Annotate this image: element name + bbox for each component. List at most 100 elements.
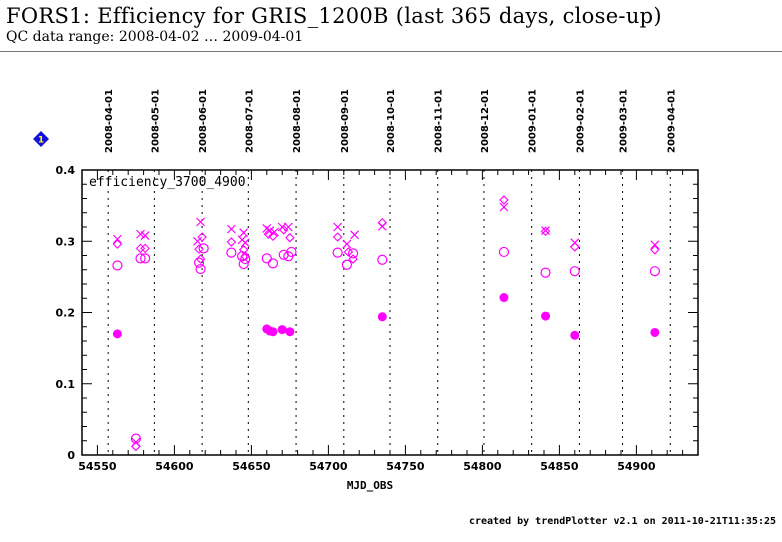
diamond-marker bbox=[278, 225, 289, 235]
diamond-marker bbox=[650, 245, 660, 255]
open-circle-marker bbox=[332, 247, 343, 258]
date-tick-label: 2008-06-01 bbox=[198, 89, 209, 153]
diamond-marker bbox=[140, 243, 150, 254]
date-tick-label: 2008-04-01 bbox=[104, 89, 115, 153]
open-circle-marker bbox=[237, 251, 248, 262]
filled-circle-marker bbox=[285, 327, 295, 337]
cross-marker bbox=[140, 231, 150, 240]
diamond-marker bbox=[194, 244, 204, 254]
cross-marker bbox=[240, 238, 250, 248]
date-tick-label: 2008-11-01 bbox=[434, 89, 445, 153]
axis-ticks: 54550 54600 54650 54700 54750 54800 54850 54900… bbox=[56, 164, 699, 473]
diamond-marker bbox=[197, 232, 207, 242]
series-cross bbox=[112, 202, 660, 447]
open-circle-marker bbox=[140, 253, 151, 264]
open-circle-marker bbox=[341, 259, 352, 270]
series-filled-circle bbox=[112, 293, 660, 340]
date-tick-label: 2008-05-01 bbox=[150, 89, 161, 153]
x-tick-label: 54550 bbox=[78, 460, 117, 473]
x-tick-label: 54850 bbox=[540, 460, 579, 473]
cross-marker bbox=[112, 234, 122, 244]
badge-label: 1 bbox=[38, 136, 44, 146]
filled-circle-marker bbox=[268, 327, 278, 337]
open-circle-marker bbox=[238, 258, 249, 270]
date-tick-label: 2009-04-01 bbox=[666, 89, 677, 153]
open-circle-marker bbox=[198, 243, 209, 254]
header-divider bbox=[0, 51, 782, 52]
open-circle-marker bbox=[347, 248, 359, 259]
diamond-marker bbox=[332, 232, 343, 242]
date-tick-label: 2008-10-01 bbox=[386, 89, 397, 153]
cross-marker bbox=[499, 202, 509, 212]
date-tick-label: 2009-03-01 bbox=[619, 89, 630, 153]
diamond-marker bbox=[348, 254, 358, 264]
diamond-marker bbox=[268, 231, 278, 242]
open-circle-marker bbox=[540, 267, 551, 278]
date-tick-label: 2008-09-01 bbox=[340, 89, 351, 153]
open-circle-marker bbox=[267, 258, 279, 269]
diamond-marker bbox=[377, 217, 388, 228]
x-tick-label: 54600 bbox=[155, 460, 194, 473]
open-circle-marker bbox=[240, 253, 251, 265]
diamond-number-icon[interactable]: 1 bbox=[33, 131, 49, 147]
y-tick-label: 0.1 bbox=[56, 378, 76, 391]
cross-marker bbox=[283, 222, 293, 232]
filled-circle-marker bbox=[650, 327, 660, 337]
y-tick-label: 0.2 bbox=[56, 307, 76, 320]
date-tick-label: 2008-07-01 bbox=[244, 89, 255, 153]
open-circle-marker bbox=[261, 253, 272, 264]
x-tick-label: 54650 bbox=[232, 460, 271, 473]
date-tick-label: 2008-08-01 bbox=[292, 89, 303, 153]
date-tick-label: 2008-12-01 bbox=[480, 89, 491, 153]
filled-circle-marker bbox=[499, 293, 509, 303]
open-circle-marker bbox=[195, 263, 206, 275]
cross-marker bbox=[342, 239, 352, 249]
diamond-marker bbox=[263, 229, 274, 239]
open-circle-marker bbox=[130, 433, 141, 444]
y-tick-label: 0.4 bbox=[56, 164, 76, 177]
cross-marker bbox=[226, 224, 236, 234]
diamond-marker bbox=[285, 232, 295, 243]
diamond-marker bbox=[343, 247, 354, 257]
date-tick-label: 2009-02-01 bbox=[575, 89, 586, 153]
open-circle-marker bbox=[498, 246, 510, 258]
cross-marker bbox=[239, 228, 249, 238]
diamond-marker bbox=[131, 441, 141, 452]
panel-label: efficiency_3700_4900 bbox=[89, 175, 246, 190]
open-circle-marker bbox=[286, 246, 297, 258]
filled-circle-marker bbox=[112, 329, 122, 339]
cross-marker bbox=[333, 222, 343, 232]
footer-credit: created by trendPlotter v2.1 on 2011-10-… bbox=[468, 516, 776, 527]
filled-circle-marker bbox=[277, 325, 287, 335]
diamond-marker bbox=[540, 226, 551, 237]
data-range-subtitle: QC data range: 2008-04-02 … 2009-04-01 bbox=[6, 29, 304, 45]
open-circle-marker bbox=[377, 254, 388, 265]
y-tick-label: 0.3 bbox=[56, 235, 76, 248]
diamond-marker bbox=[112, 239, 123, 249]
x-tick-label: 54750 bbox=[386, 460, 425, 473]
open-circle-marker bbox=[135, 253, 146, 264]
diamond-marker bbox=[570, 242, 580, 252]
filled-circle-marker bbox=[541, 311, 551, 321]
open-circle-marker bbox=[649, 266, 660, 277]
filled-circle-marker bbox=[377, 312, 387, 322]
open-circle-marker bbox=[569, 266, 580, 277]
filled-circle-marker bbox=[570, 330, 580, 340]
badge-diamond bbox=[33, 131, 49, 147]
series-diamond bbox=[112, 195, 660, 452]
cross-marker bbox=[650, 240, 660, 250]
plot-frame bbox=[81, 169, 699, 456]
x-tick-label: 54800 bbox=[463, 460, 502, 473]
date-tick-label: 2009-01-01 bbox=[528, 89, 539, 153]
x-tick-label: 54700 bbox=[309, 460, 348, 473]
cross-marker bbox=[350, 230, 360, 240]
diamond-marker bbox=[226, 237, 237, 247]
data-marks bbox=[112, 195, 660, 452]
open-circle-marker bbox=[112, 260, 123, 271]
series-open-circle bbox=[112, 243, 660, 444]
cross-marker bbox=[196, 217, 206, 227]
month-gridlines bbox=[107, 170, 671, 455]
page-title: FORS1: Efficiency for GRIS_1200B (last 3… bbox=[6, 4, 662, 28]
open-circle-marker bbox=[193, 257, 205, 268]
